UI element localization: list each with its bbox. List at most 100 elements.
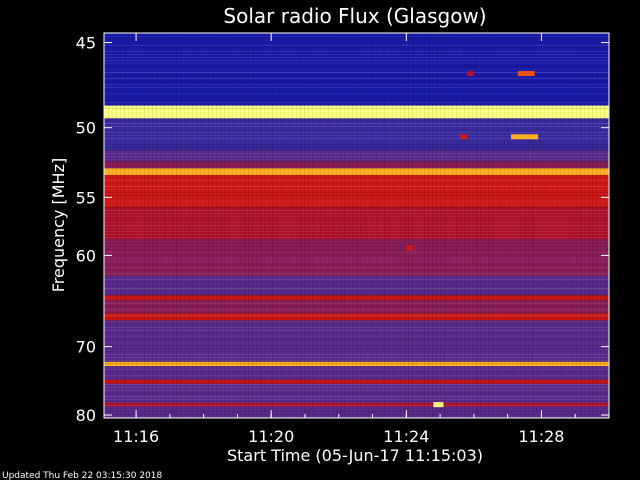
texture-streak (440, 33, 441, 418)
texture-line (104, 57, 609, 58)
texture-streak (400, 33, 401, 418)
texture-line (104, 336, 609, 337)
texture-streak (560, 33, 561, 418)
burst-event (511, 134, 539, 140)
texture-line (104, 309, 609, 310)
texture-streak (516, 33, 517, 418)
texture-streak (576, 33, 577, 418)
texture-streak (584, 33, 585, 418)
y-tick-label: 80 (76, 406, 96, 425)
texture-streak (548, 33, 549, 418)
texture-line (104, 258, 609, 259)
texture-streak (500, 33, 501, 418)
texture-streak (524, 33, 525, 418)
texture-streak (364, 33, 365, 418)
texture-line (104, 138, 609, 139)
texture-line (104, 117, 609, 118)
texture-line (104, 255, 609, 256)
texture-streak (544, 33, 545, 418)
texture-line (104, 276, 609, 277)
texture-line (104, 108, 609, 109)
y-axis-label: Frequency [MHz] (49, 158, 68, 292)
texture-streak (320, 33, 321, 418)
spectrum-band (104, 295, 609, 300)
texture-streak (292, 33, 293, 418)
texture-streak (252, 33, 253, 418)
spectrum-band (104, 406, 609, 418)
texture-streak (144, 33, 145, 418)
texture-streak (604, 33, 605, 418)
texture-streak (452, 33, 453, 418)
texture-line (104, 72, 609, 73)
texture-streak (380, 33, 381, 418)
texture-streak (340, 33, 341, 418)
texture-streak (156, 33, 157, 418)
texture-line (104, 366, 609, 367)
texture-line (104, 315, 609, 316)
texture-streak (192, 33, 193, 418)
texture-streak (140, 33, 141, 418)
texture-line (104, 375, 609, 376)
texture-line (104, 279, 609, 280)
spectrum-band (104, 320, 609, 362)
spectrum-band (104, 402, 609, 407)
texture-line (104, 330, 609, 331)
texture-line (104, 159, 609, 160)
texture-streak (468, 33, 469, 418)
texture-streak (436, 33, 437, 418)
spectrum-band (104, 150, 609, 162)
texture-line (104, 321, 609, 322)
texture-streak (332, 33, 333, 418)
texture-streak (488, 33, 489, 418)
texture-streak (396, 33, 397, 418)
texture-line (104, 102, 609, 103)
texture-streak (240, 33, 241, 418)
texture-line (104, 285, 609, 286)
texture-streak (136, 33, 137, 418)
plot-area (104, 33, 609, 418)
texture-streak (496, 33, 497, 418)
spectrum-band (104, 168, 609, 176)
texture-line (104, 387, 609, 388)
texture-line (104, 213, 609, 214)
texture-line (104, 312, 609, 313)
x-tick-label: 11:16 (113, 427, 159, 446)
spectrum-band (104, 275, 609, 296)
texture-line (104, 390, 609, 391)
texture-line (104, 90, 609, 91)
burst-event (460, 134, 468, 140)
texture-streak (480, 33, 481, 418)
texture-line (104, 36, 609, 37)
texture-line (104, 84, 609, 85)
spectrum-band (104, 207, 609, 240)
texture-streak (520, 33, 521, 418)
texture-line (104, 228, 609, 229)
texture-streak (388, 33, 389, 418)
x-tick-label: 11:28 (518, 427, 564, 446)
texture-streak (268, 33, 269, 418)
spectrum-band (104, 379, 609, 384)
texture-line (104, 144, 609, 145)
texture-line (104, 324, 609, 325)
texture-line (104, 132, 609, 133)
texture-streak (200, 33, 201, 418)
texture-streak (456, 33, 457, 418)
texture-line (104, 147, 609, 148)
texture-streak (392, 33, 393, 418)
texture-streak (384, 33, 385, 418)
texture-streak (224, 33, 225, 418)
texture-line (104, 93, 609, 94)
plot-frame (103, 32, 610, 419)
texture-line (104, 300, 609, 301)
texture-streak (572, 33, 573, 418)
texture-streak (464, 33, 465, 418)
texture-line (104, 180, 609, 181)
texture-streak (276, 33, 277, 418)
texture-line (104, 192, 609, 193)
texture-line (104, 48, 609, 49)
texture-line (104, 246, 609, 247)
texture-line (104, 150, 609, 151)
texture-streak (160, 33, 161, 418)
texture-line (104, 369, 609, 370)
texture-line (104, 354, 609, 355)
